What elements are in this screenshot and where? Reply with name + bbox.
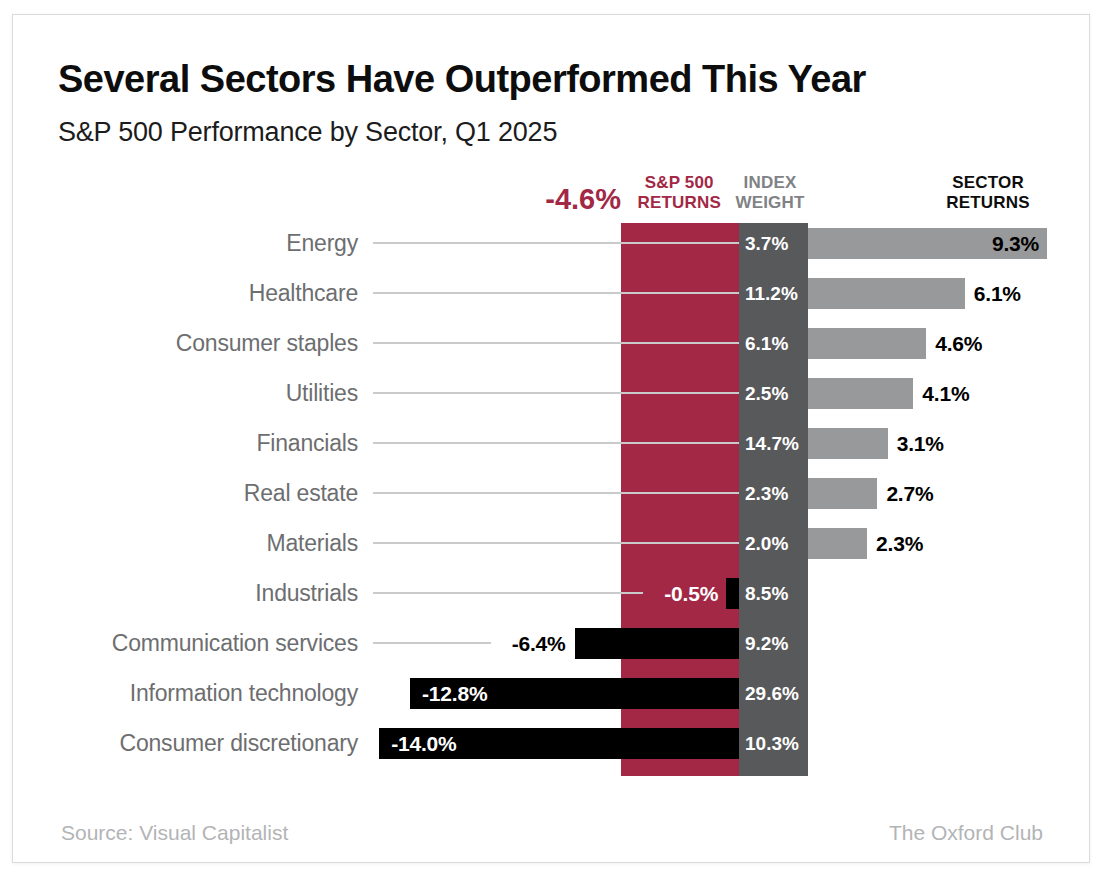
brand-credit: The Oxford Club <box>889 821 1043 845</box>
sector-return-bar <box>808 478 877 509</box>
sector-return-value: 9.3% <box>992 228 1039 259</box>
index-weight-header-line1: INDEX <box>735 173 804 193</box>
source-credit: Source: Visual Capitalist <box>61 821 288 845</box>
sector-return-bar <box>575 628 739 659</box>
sector-label: Materials <box>53 528 358 559</box>
chart-area: -4.6% S&P 500 RETURNS INDEX WEIGHT SECTO… <box>13 15 1089 862</box>
sector-return-value: -0.5% <box>664 578 718 609</box>
index-weight-value: 11.2% <box>745 278 798 309</box>
sector-return-value: 4.1% <box>922 378 969 409</box>
index-weight-value: 2.3% <box>745 478 788 509</box>
index-weight-value: 2.5% <box>745 378 788 409</box>
sector-return-value: 2.7% <box>886 478 933 509</box>
sector-return-value: 6.1% <box>974 278 1021 309</box>
sector-label: Financials <box>53 428 358 459</box>
sector-return-bar <box>726 578 739 609</box>
index-weight-value: 29.6% <box>745 678 799 709</box>
sector-return-bar <box>808 328 926 359</box>
leader-line <box>373 242 739 244</box>
index-weight-value: 9.2% <box>745 628 788 659</box>
leader-line <box>373 292 739 294</box>
sector-return-bar <box>808 278 965 309</box>
sector-label: Industrials <box>53 578 358 609</box>
sector-label: Information technology <box>53 678 358 709</box>
index-weight-value: 6.1% <box>745 328 788 359</box>
sector-return-value: -14.0% <box>391 728 456 759</box>
leader-line <box>373 442 739 444</box>
sector-label: Utilities <box>53 378 358 409</box>
benchmark-column-header: S&P 500 RETURNS <box>637 173 721 213</box>
sector-label: Energy <box>53 228 358 259</box>
sector-label: Consumer staples <box>53 328 358 359</box>
index-weight-value: 8.5% <box>745 578 788 609</box>
sector-return-value: 3.1% <box>897 428 944 459</box>
index-weight-value: 3.7% <box>745 228 788 259</box>
chart-card: Several Sectors Have Outperformed This Y… <box>12 14 1090 863</box>
sector-returns-header-line2: RETURNS <box>946 193 1030 213</box>
sector-label: Healthcare <box>53 278 358 309</box>
sector-return-value: 4.6% <box>935 328 982 359</box>
index-weight-header-line2: WEIGHT <box>735 193 804 213</box>
index-weight-value: 2.0% <box>745 528 788 559</box>
sector-return-value: 2.3% <box>876 528 923 559</box>
leader-line <box>373 492 739 494</box>
sector-return-value: -12.8% <box>422 678 487 709</box>
benchmark-return-value: -4.6% <box>545 183 621 215</box>
sector-label: Communication services <box>53 628 358 659</box>
leader-line <box>373 392 739 394</box>
sector-return-value: -6.4% <box>512 628 566 659</box>
sector-label: Real estate <box>53 478 358 509</box>
sector-return-bar <box>808 378 913 409</box>
index-weight-value: 14.7% <box>745 428 799 459</box>
benchmark-header-line1: S&P 500 <box>637 173 721 193</box>
sector-returns-header-line1: SECTOR <box>946 173 1030 193</box>
sector-return-bar <box>808 528 867 559</box>
leader-line <box>373 542 739 544</box>
sector-return-bar <box>808 428 888 459</box>
leader-line <box>373 642 491 644</box>
sector-label: Consumer discretionary <box>53 728 358 759</box>
sector-returns-column-header: SECTOR RETURNS <box>946 173 1030 213</box>
leader-line <box>373 592 643 594</box>
benchmark-header-line2: RETURNS <box>637 193 721 213</box>
leader-line <box>373 342 739 344</box>
index-weight-column-header: INDEX WEIGHT <box>735 173 804 213</box>
index-weight-value: 10.3% <box>745 728 799 759</box>
